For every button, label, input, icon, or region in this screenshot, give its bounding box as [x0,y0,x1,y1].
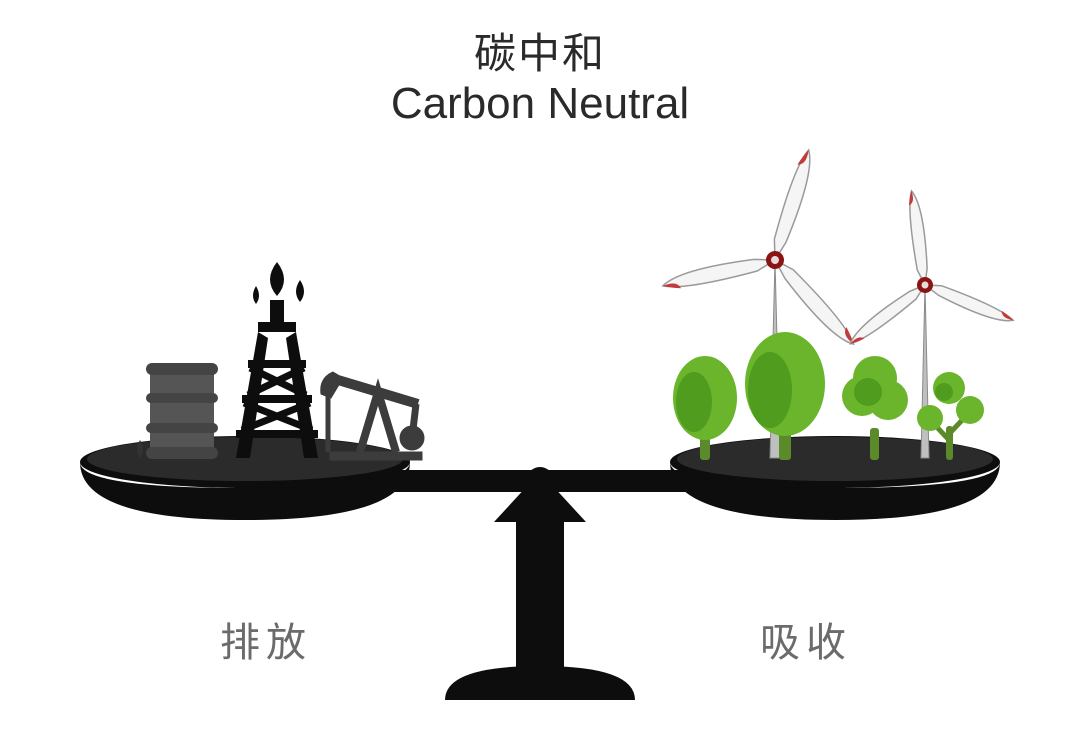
oil-derrick-icon [236,262,318,458]
emissions-group [137,262,424,460]
infographic-stage: 碳中和 Carbon Neutral 排放 吸收 [0,0,1080,737]
absorption-group [656,122,1018,460]
diagram-svg [0,0,1080,737]
balance-scale-icon [80,436,1000,700]
